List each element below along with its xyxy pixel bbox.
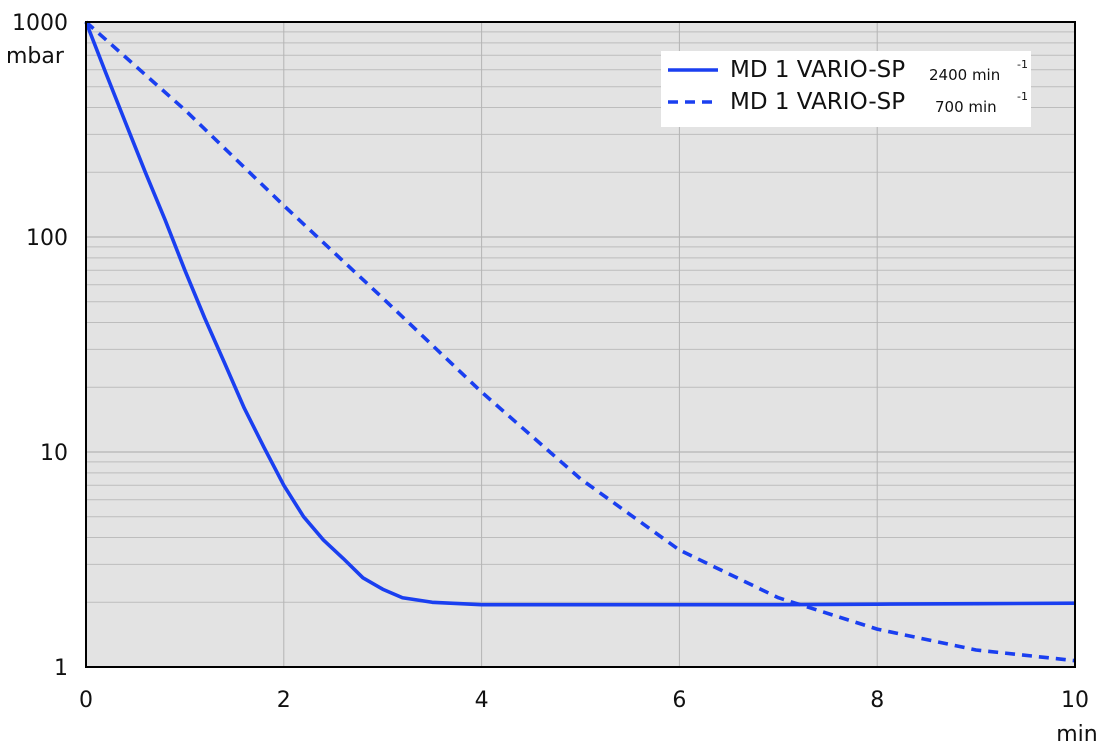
legend-label: MD 1 VARIO-SP bbox=[730, 89, 905, 115]
y-tick-label: 100 bbox=[26, 226, 68, 251]
legend-label: MD 1 VARIO-SP bbox=[730, 57, 905, 83]
x-tick-label: 10 bbox=[1061, 688, 1089, 713]
x-tick-label: 8 bbox=[870, 688, 884, 713]
y-axis: 1 10 100 1000 bbox=[12, 11, 68, 681]
plot-background bbox=[86, 22, 1075, 667]
y-tick-label: 10 bbox=[40, 441, 68, 466]
x-tick-label: 4 bbox=[475, 688, 489, 713]
x-axis: 0 2 4 6 8 10 bbox=[79, 688, 1089, 713]
y-tick-label: 1000 bbox=[12, 11, 68, 36]
legend-speed: 700 min bbox=[935, 98, 997, 116]
legend: MD 1 VARIO-SP 2400 min -1 MD 1 VARIO-SP 700 … bbox=[661, 51, 1031, 127]
legend-speed-exponent: -1 bbox=[1017, 90, 1028, 103]
x-unit-label: min bbox=[1056, 722, 1098, 747]
y-unit-label: mbar bbox=[6, 44, 65, 69]
plot-frame bbox=[85, 21, 1076, 668]
series-layer bbox=[84, 20, 1076, 663]
legend-speed: 2400 min bbox=[929, 66, 1000, 84]
y-tick-label: 1 bbox=[54, 656, 68, 681]
legend-box bbox=[661, 51, 1031, 127]
x-tick-label: 0 bbox=[79, 688, 93, 713]
legend-speed-exponent: -1 bbox=[1017, 58, 1028, 71]
x-tick-label: 2 bbox=[277, 688, 291, 713]
series-line-700 bbox=[84, 20, 1076, 663]
x-tick-label: 6 bbox=[672, 688, 686, 713]
series-line-2400 bbox=[84, 21, 1076, 607]
